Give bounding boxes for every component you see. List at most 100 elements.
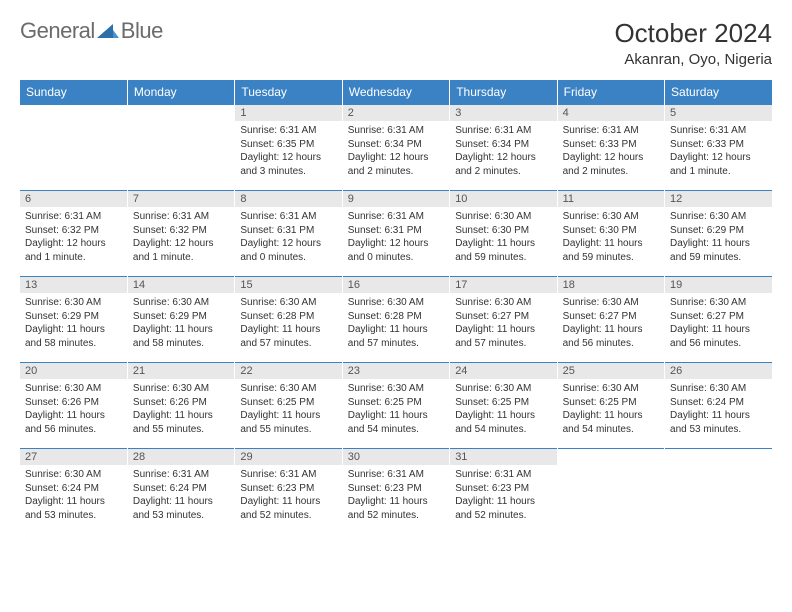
calendar-cell: 29Sunrise: 6:31 AMSunset: 6:23 PMDayligh… [235, 448, 342, 534]
day-number: 28 [128, 448, 234, 465]
sunrise-text: Sunrise: 6:31 AM [348, 210, 444, 224]
day-details: Sunrise: 6:31 AMSunset: 6:31 PMDaylight:… [343, 207, 449, 268]
sunrise-text: Sunrise: 6:31 AM [455, 468, 551, 482]
daylight-text: Daylight: 11 hours and 56 minutes. [563, 323, 659, 350]
sunrise-text: Sunrise: 6:31 AM [133, 210, 229, 224]
sunset-text: Sunset: 6:27 PM [563, 310, 659, 324]
weekday-header-row: SundayMondayTuesdayWednesdayThursdayFrid… [20, 80, 772, 104]
day-details: Sunrise: 6:30 AMSunset: 6:25 PMDaylight:… [558, 379, 664, 440]
sunrise-text: Sunrise: 6:30 AM [133, 382, 229, 396]
calendar-cell: 9Sunrise: 6:31 AMSunset: 6:31 PMDaylight… [342, 190, 449, 276]
daylight-text: Daylight: 12 hours and 1 minute. [670, 151, 767, 178]
daylight-text: Daylight: 11 hours and 57 minutes. [348, 323, 444, 350]
sunrise-text: Sunrise: 6:30 AM [240, 382, 336, 396]
day-number: 11 [558, 190, 664, 207]
sunset-text: Sunset: 6:31 PM [240, 224, 336, 238]
daylight-text: Daylight: 12 hours and 1 minute. [133, 237, 229, 264]
calendar-cell [20, 104, 127, 190]
calendar-cell: 4Sunrise: 6:31 AMSunset: 6:33 PMDaylight… [557, 104, 664, 190]
sunset-text: Sunset: 6:35 PM [240, 138, 336, 152]
day-details: Sunrise: 6:30 AMSunset: 6:25 PMDaylight:… [343, 379, 449, 440]
calendar-cell [127, 104, 234, 190]
sunrise-text: Sunrise: 6:31 AM [240, 468, 336, 482]
day-number: 3 [450, 104, 556, 121]
daylight-text: Daylight: 11 hours and 54 minutes. [563, 409, 659, 436]
day-number: 18 [558, 276, 664, 293]
day-number: 21 [128, 362, 234, 379]
brand-part1: General [20, 18, 95, 44]
day-details: Sunrise: 6:31 AMSunset: 6:33 PMDaylight:… [558, 121, 664, 182]
daylight-text: Daylight: 11 hours and 54 minutes. [455, 409, 551, 436]
calendar-cell: 13Sunrise: 6:30 AMSunset: 6:29 PMDayligh… [20, 276, 127, 362]
brand-logo: General Blue [20, 18, 163, 44]
daylight-text: Daylight: 11 hours and 59 minutes. [455, 237, 551, 264]
calendar-cell: 7Sunrise: 6:31 AMSunset: 6:32 PMDaylight… [127, 190, 234, 276]
daylight-text: Daylight: 11 hours and 52 minutes. [455, 495, 551, 522]
day-details: Sunrise: 6:31 AMSunset: 6:33 PMDaylight:… [665, 121, 772, 182]
sunset-text: Sunset: 6:30 PM [455, 224, 551, 238]
day-number: 29 [235, 448, 341, 465]
sunset-text: Sunset: 6:26 PM [133, 396, 229, 410]
month-title: October 2024 [614, 18, 772, 49]
sunset-text: Sunset: 6:34 PM [455, 138, 551, 152]
sunrise-text: Sunrise: 6:31 AM [348, 468, 444, 482]
calendar-cell: 17Sunrise: 6:30 AMSunset: 6:27 PMDayligh… [450, 276, 557, 362]
weekday-header: Sunday [20, 80, 127, 104]
calendar-cell: 20Sunrise: 6:30 AMSunset: 6:26 PMDayligh… [20, 362, 127, 448]
sunset-text: Sunset: 6:25 PM [240, 396, 336, 410]
calendar-cell: 23Sunrise: 6:30 AMSunset: 6:25 PMDayligh… [342, 362, 449, 448]
day-number: 15 [235, 276, 341, 293]
day-details: Sunrise: 6:31 AMSunset: 6:23 PMDaylight:… [235, 465, 341, 526]
sunset-text: Sunset: 6:24 PM [25, 482, 122, 496]
calendar-cell: 5Sunrise: 6:31 AMSunset: 6:33 PMDaylight… [665, 104, 772, 190]
daylight-text: Daylight: 11 hours and 56 minutes. [25, 409, 122, 436]
sunrise-text: Sunrise: 6:30 AM [25, 468, 122, 482]
day-number: 16 [343, 276, 449, 293]
sunrise-text: Sunrise: 6:30 AM [670, 382, 767, 396]
day-details: Sunrise: 6:30 AMSunset: 6:28 PMDaylight:… [235, 293, 341, 354]
day-details: Sunrise: 6:30 AMSunset: 6:27 PMDaylight:… [450, 293, 556, 354]
daylight-text: Daylight: 12 hours and 2 minutes. [348, 151, 444, 178]
day-details: Sunrise: 6:30 AMSunset: 6:26 PMDaylight:… [128, 379, 234, 440]
daylight-text: Daylight: 11 hours and 55 minutes. [133, 409, 229, 436]
daylight-text: Daylight: 11 hours and 57 minutes. [455, 323, 551, 350]
day-details: Sunrise: 6:30 AMSunset: 6:24 PMDaylight:… [665, 379, 772, 440]
day-number: 13 [20, 276, 127, 293]
daylight-text: Daylight: 11 hours and 52 minutes. [348, 495, 444, 522]
brand-part2: Blue [121, 18, 163, 44]
sunset-text: Sunset: 6:27 PM [670, 310, 767, 324]
calendar-cell: 22Sunrise: 6:30 AMSunset: 6:25 PMDayligh… [235, 362, 342, 448]
sunrise-text: Sunrise: 6:30 AM [563, 296, 659, 310]
calendar-cell: 6Sunrise: 6:31 AMSunset: 6:32 PMDaylight… [20, 190, 127, 276]
calendar-body: 1Sunrise: 6:31 AMSunset: 6:35 PMDaylight… [20, 104, 772, 534]
sunrise-text: Sunrise: 6:31 AM [670, 124, 767, 138]
sunset-text: Sunset: 6:29 PM [25, 310, 122, 324]
sail-icon [97, 18, 119, 32]
sunrise-text: Sunrise: 6:31 AM [455, 124, 551, 138]
sunrise-text: Sunrise: 6:31 AM [563, 124, 659, 138]
day-number: 9 [343, 190, 449, 207]
day-number: 23 [343, 362, 449, 379]
sunset-text: Sunset: 6:25 PM [455, 396, 551, 410]
daylight-text: Daylight: 11 hours and 53 minutes. [670, 409, 767, 436]
sunset-text: Sunset: 6:30 PM [563, 224, 659, 238]
sunset-text: Sunset: 6:29 PM [670, 224, 767, 238]
day-details: Sunrise: 6:31 AMSunset: 6:34 PMDaylight:… [343, 121, 449, 182]
calendar-cell: 2Sunrise: 6:31 AMSunset: 6:34 PMDaylight… [342, 104, 449, 190]
day-number: 8 [235, 190, 341, 207]
day-details: Sunrise: 6:31 AMSunset: 6:31 PMDaylight:… [235, 207, 341, 268]
sunrise-text: Sunrise: 6:30 AM [25, 382, 122, 396]
sunrise-text: Sunrise: 6:31 AM [240, 210, 336, 224]
day-details: Sunrise: 6:31 AMSunset: 6:32 PMDaylight:… [20, 207, 127, 268]
sunset-text: Sunset: 6:33 PM [563, 138, 659, 152]
sunset-text: Sunset: 6:24 PM [670, 396, 767, 410]
daylight-text: Daylight: 11 hours and 59 minutes. [670, 237, 767, 264]
calendar-cell: 21Sunrise: 6:30 AMSunset: 6:26 PMDayligh… [127, 362, 234, 448]
day-number: 25 [558, 362, 664, 379]
day-details: Sunrise: 6:30 AMSunset: 6:25 PMDaylight:… [235, 379, 341, 440]
sunrise-text: Sunrise: 6:31 AM [133, 468, 229, 482]
calendar-cell [665, 448, 772, 534]
calendar-row: 1Sunrise: 6:31 AMSunset: 6:35 PMDaylight… [20, 104, 772, 190]
day-number: 14 [128, 276, 234, 293]
day-number: 31 [450, 448, 556, 465]
